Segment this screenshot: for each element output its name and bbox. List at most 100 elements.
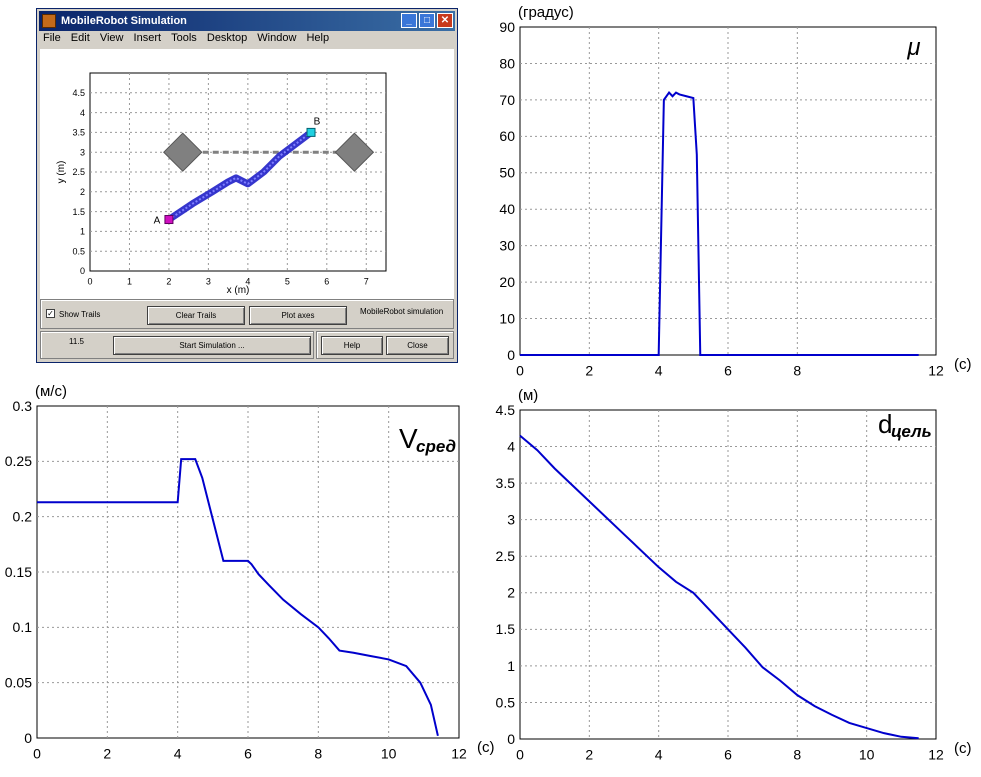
x-tick-label: 2 bbox=[585, 746, 593, 762]
close-button[interactable]: Close bbox=[386, 336, 449, 355]
x-tick-label: 0 bbox=[516, 362, 524, 378]
x-axis-unit-label: (с) bbox=[954, 356, 972, 373]
y-tick-label: 2.5 bbox=[496, 548, 516, 564]
title-bar: MobileRobot Simulation _ □ ✕ bbox=[39, 11, 455, 31]
title-d-subscript: цель bbox=[891, 422, 932, 441]
start-point-a bbox=[164, 215, 174, 225]
x-tick-label: 12 bbox=[928, 362, 944, 378]
y-tick-label: 40 bbox=[499, 201, 515, 217]
plot-area-1 bbox=[519, 26, 937, 356]
data-line-1 bbox=[520, 91, 919, 356]
x-tick-label: 6 bbox=[724, 746, 732, 762]
y-tick-label: 4 bbox=[80, 108, 85, 118]
menu-tools[interactable]: Tools bbox=[171, 32, 197, 44]
controls-panel-top bbox=[40, 299, 454, 329]
y-tick-label: 4.5 bbox=[72, 88, 85, 98]
x-tick-label: 5 bbox=[285, 276, 290, 286]
maximize-button[interactable]: □ bbox=[419, 13, 435, 28]
show-trails-label: Show Trails bbox=[59, 310, 101, 319]
y-tick-label: 0.5 bbox=[72, 246, 85, 256]
x-tick-label: 10 bbox=[859, 746, 875, 762]
x-tick-label: 6 bbox=[244, 745, 252, 761]
y-tick-label: 20 bbox=[499, 274, 515, 290]
x-tick-label: 8 bbox=[793, 746, 801, 762]
y-tick-label: 0.1 bbox=[13, 619, 33, 635]
x-axis-unit-label: (с) bbox=[954, 740, 972, 757]
y-tick-label: 10 bbox=[499, 310, 515, 326]
x-tick-label: 0 bbox=[516, 746, 524, 762]
time-value: 11.5 bbox=[69, 337, 84, 346]
show-trails-checkbox[interactable]: ✓ bbox=[46, 309, 55, 318]
menu-edit[interactable]: Edit bbox=[70, 32, 90, 44]
y-tick-label: 3 bbox=[80, 147, 85, 157]
y-axis-unit-label: (м/с) bbox=[35, 383, 67, 400]
start-simulation-button[interactable]: Start Simulation ... bbox=[113, 336, 311, 355]
menu-bar: File Edit View Insert Tools Desktop Wind… bbox=[39, 32, 455, 48]
clear-trails-button[interactable]: Clear Trails bbox=[147, 306, 245, 325]
x-tick-label: 6 bbox=[324, 276, 329, 286]
x-tick-label: 8 bbox=[314, 745, 322, 761]
y-tick-label: 0 bbox=[507, 731, 515, 747]
data-line-2 bbox=[37, 458, 439, 737]
y-tick-label: 3 bbox=[507, 512, 515, 528]
help-button[interactable]: Help bbox=[321, 336, 383, 355]
y-tick-label: 3.5 bbox=[72, 128, 85, 138]
y-tick-label: 0 bbox=[80, 266, 85, 276]
y-tick-label: 1 bbox=[80, 227, 85, 237]
y-tick-label: 0.2 bbox=[13, 509, 33, 525]
x-tick-label: 8 bbox=[793, 362, 801, 378]
title-v-subscript: сред bbox=[416, 437, 456, 456]
y-tick-label: 0.15 bbox=[5, 564, 32, 580]
controls-panel-bottom-left bbox=[40, 331, 314, 359]
y-tick-label: 2 bbox=[507, 585, 515, 601]
close-window-button[interactable]: ✕ bbox=[437, 13, 453, 28]
menu-desktop[interactable]: Desktop bbox=[206, 32, 248, 44]
minimize-button[interactable]: _ bbox=[401, 13, 417, 28]
plot-axes-button[interactable]: Plot axes bbox=[249, 306, 347, 325]
y-tick-label: 2.5 bbox=[72, 167, 85, 177]
window-title: MobileRobot Simulation bbox=[61, 15, 187, 27]
menu-window[interactable]: Window bbox=[257, 32, 297, 44]
data-line-3 bbox=[519, 434, 919, 740]
x-axis-unit-label: (с) bbox=[477, 739, 495, 756]
x-tick-label: 4 bbox=[174, 745, 182, 761]
menu-insert[interactable]: Insert bbox=[133, 32, 162, 44]
y-tick-label: 3.5 bbox=[496, 475, 516, 491]
y-tick-label: 80 bbox=[499, 55, 515, 71]
x-tick-label: 4 bbox=[655, 746, 663, 762]
x-tick-label: 0 bbox=[87, 276, 92, 286]
x-tick-label: 12 bbox=[451, 745, 467, 761]
x-tick-label: 0 bbox=[33, 745, 41, 761]
y-tick-label: 0 bbox=[507, 347, 515, 363]
matlab-icon bbox=[42, 14, 56, 28]
y-axis-unit-label: (градус) bbox=[518, 4, 574, 21]
goal-point-b bbox=[306, 127, 316, 137]
title-v-sred: V bbox=[399, 423, 418, 454]
y-tick-label: 4 bbox=[507, 438, 515, 454]
y-tick-label: 60 bbox=[499, 128, 515, 144]
title-mu: μ bbox=[906, 34, 920, 61]
obstacle-marker bbox=[163, 132, 203, 172]
y-tick-label: 1 bbox=[507, 658, 515, 674]
obstacle-marker bbox=[334, 132, 375, 172]
controls-panel-bottom-right bbox=[316, 331, 454, 359]
x-tick-label: 10 bbox=[381, 745, 397, 761]
menu-view[interactable]: View bbox=[99, 32, 124, 44]
y-tick-label: 0 bbox=[24, 730, 32, 746]
x-tick-label: 7 bbox=[364, 276, 369, 286]
y-tick-label: 50 bbox=[499, 165, 515, 181]
y-tick-label: 2 bbox=[80, 187, 85, 197]
y-tick-label: 0.05 bbox=[5, 675, 32, 691]
y-tick-label: 1.5 bbox=[72, 207, 85, 217]
menu-file[interactable]: File bbox=[43, 32, 61, 44]
x-axis-label: x (m) bbox=[227, 285, 250, 296]
x-tick-label: 2 bbox=[166, 276, 171, 286]
point-label-a: A bbox=[154, 216, 161, 227]
plot-area-3 bbox=[519, 409, 937, 740]
y-axis-unit-label: (м) bbox=[518, 387, 538, 404]
title-d-tsel: d bbox=[878, 409, 892, 439]
menu-help[interactable]: Help bbox=[306, 32, 330, 44]
y-tick-label: 0.25 bbox=[5, 453, 32, 469]
x-tick-label: 12 bbox=[928, 746, 944, 762]
